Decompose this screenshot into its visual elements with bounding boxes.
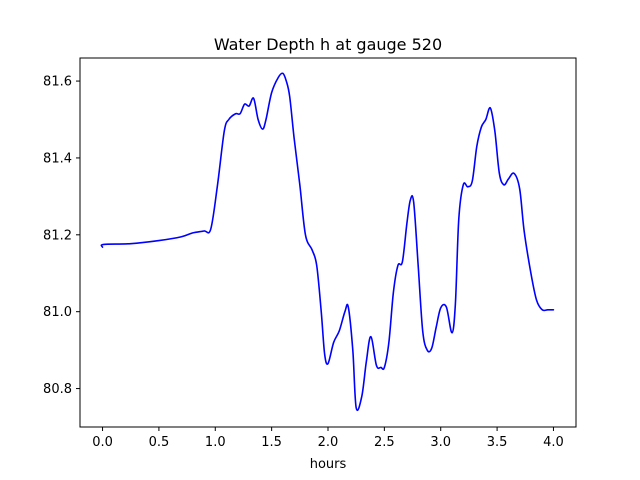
x-tick-label: 2.0: [318, 435, 339, 450]
axis-ticks: 0.0 0.5 1.0 1.5 2.0 2.5 3.0 3.5 4.0 80.8 81.0 81.2 8…: [43, 75, 564, 450]
y-tick-label: 81.0: [43, 305, 72, 320]
series-line-0: [100, 72, 555, 412]
x-axis-label: hours: [310, 457, 347, 472]
x-tick-label: 0.0: [92, 435, 113, 450]
x-tick-label: 3.0: [430, 435, 451, 450]
chart-title: Water Depth h at gauge 520: [214, 35, 442, 54]
x-tick-label: 0.5: [149, 435, 170, 450]
plot-area: [100, 72, 555, 412]
x-tick-label: 3.5: [487, 435, 508, 450]
y-tick-label: 80.8: [43, 382, 72, 397]
y-tick-label: 81.6: [43, 75, 72, 90]
x-tick-label: 4.0: [543, 435, 564, 450]
x-tick-label: 1.0: [205, 435, 226, 450]
x-tick-label: 2.5: [374, 435, 395, 450]
y-tick-label: 81.4: [43, 151, 72, 166]
x-tick-label: 1.5: [261, 435, 282, 450]
y-tick-label: 81.2: [43, 228, 72, 243]
